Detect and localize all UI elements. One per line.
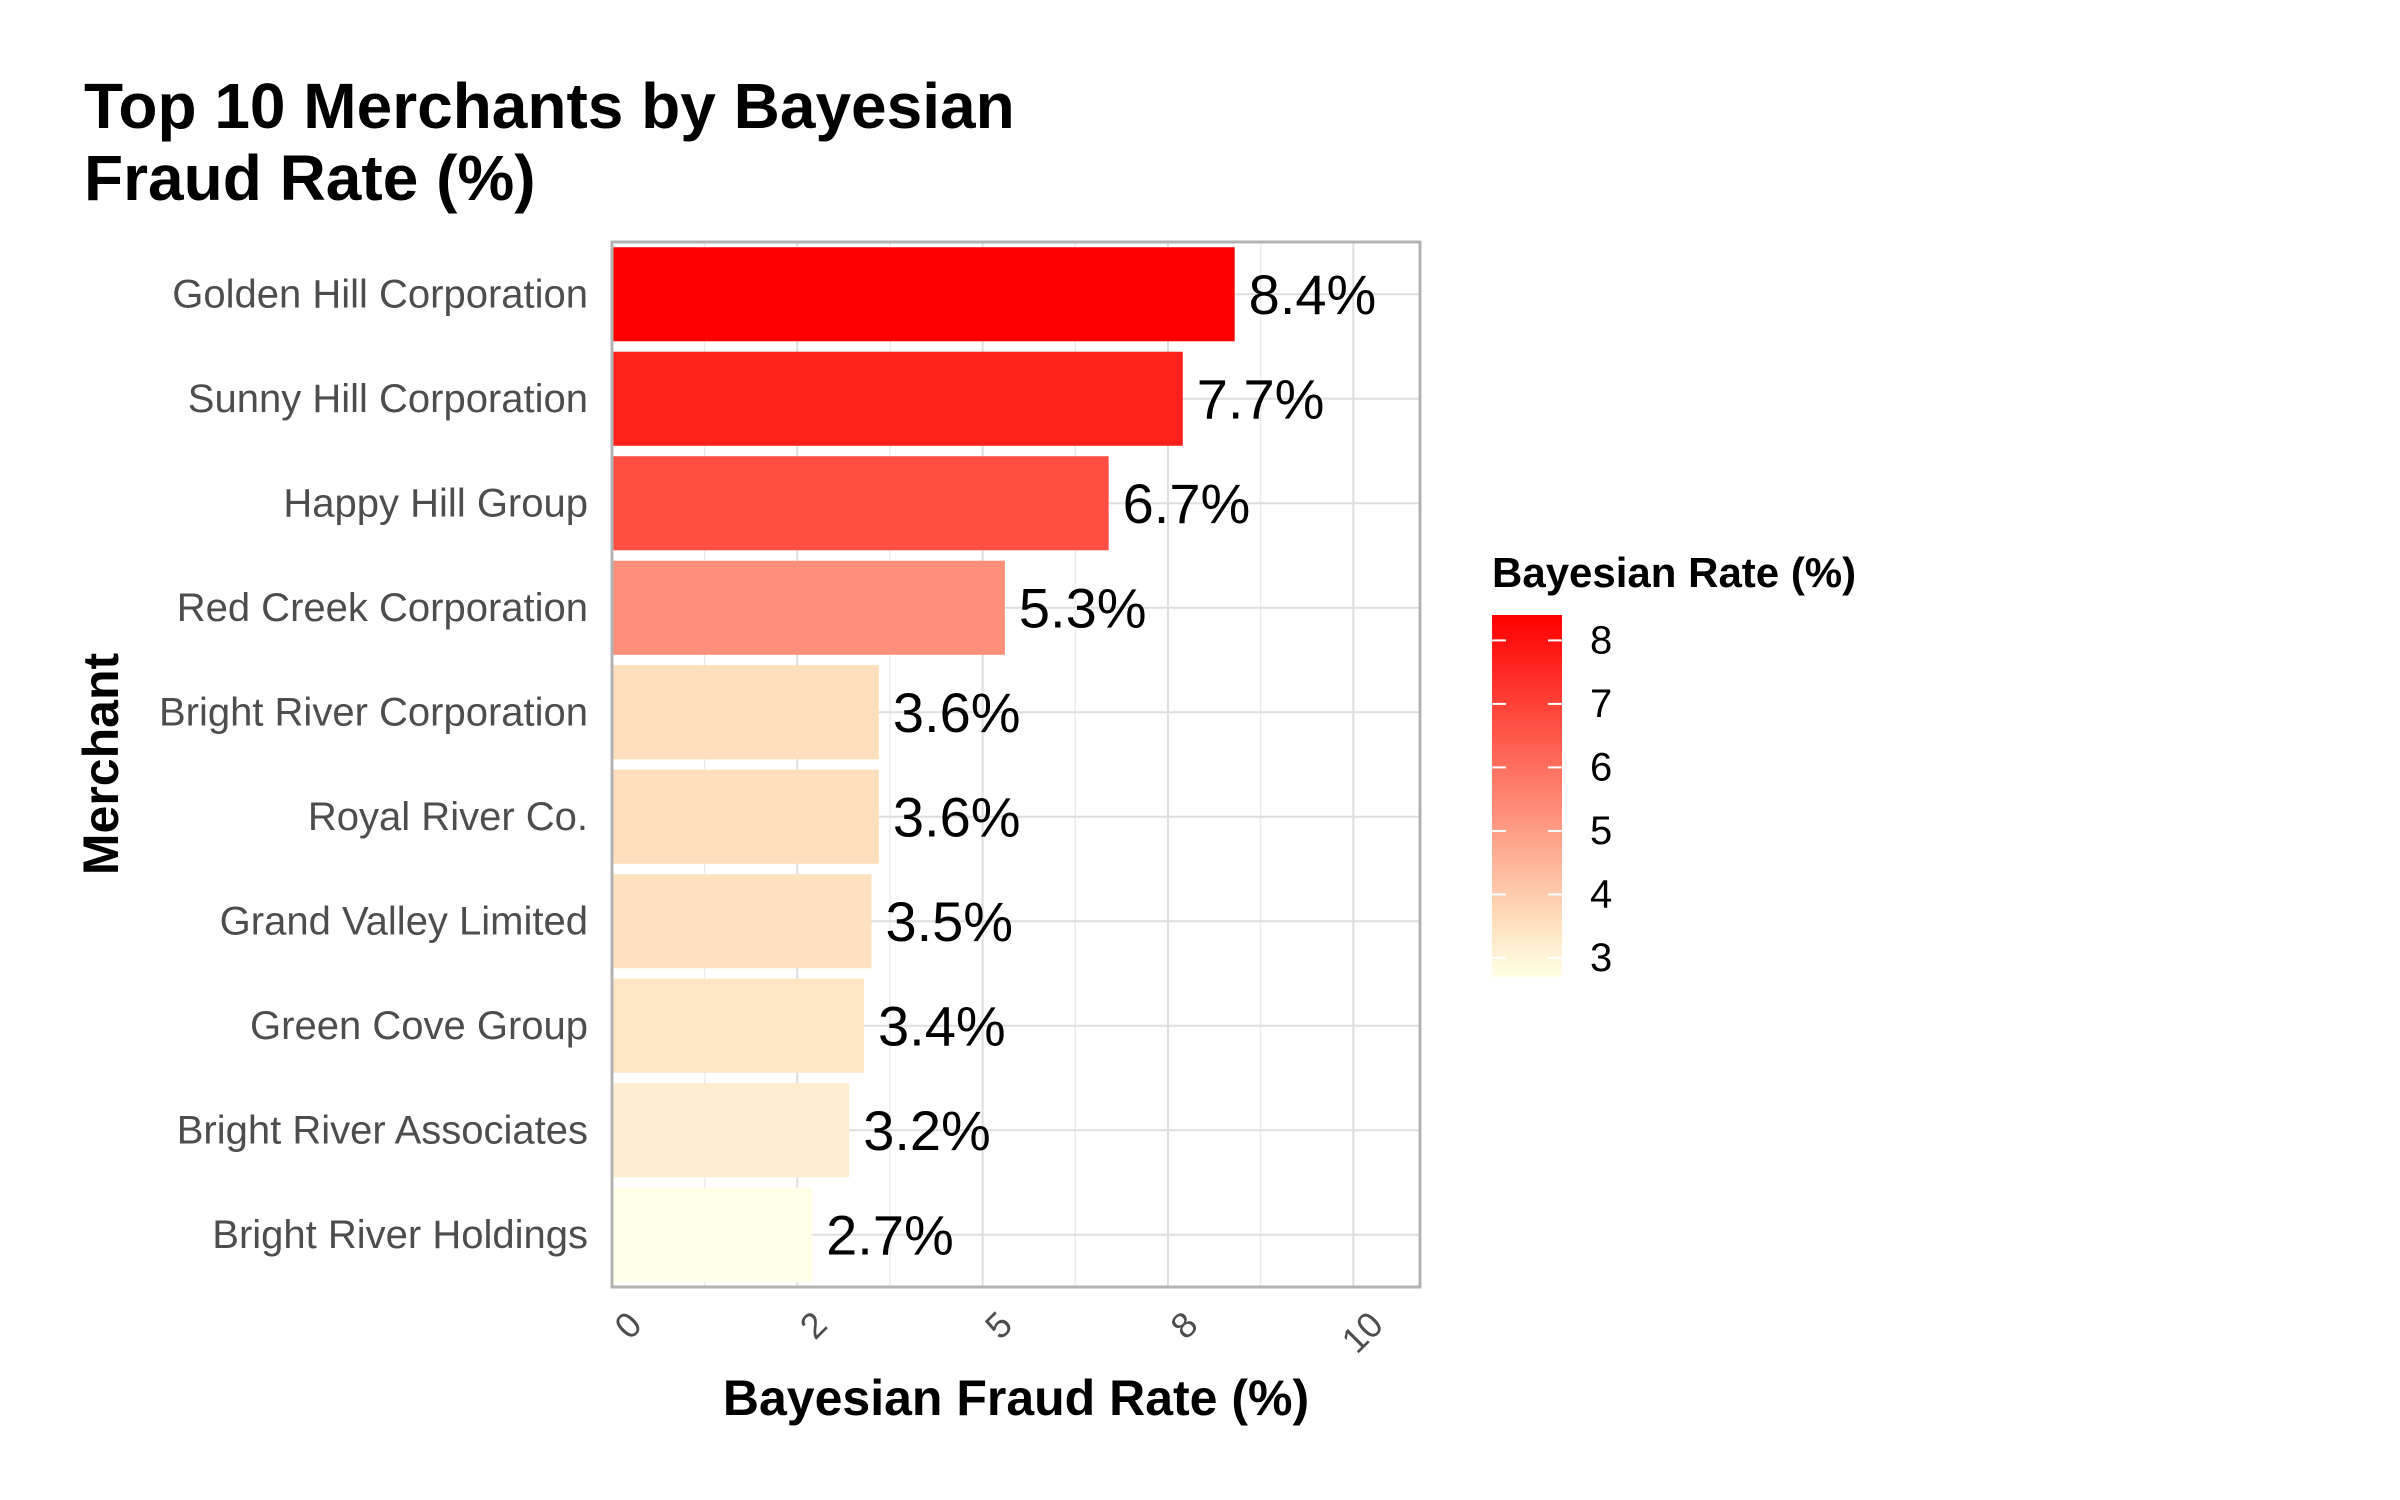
- value-label: 5.3%: [1019, 576, 1147, 639]
- legend-title: Bayesian Rate (%): [1492, 549, 1856, 596]
- category-label: Grand Valley Limited: [220, 899, 588, 943]
- x-tick-label: 0: [606, 1303, 649, 1346]
- category-label: Bright River Holdings: [212, 1213, 588, 1257]
- plot-panel-border: [610, 240, 1422, 1289]
- legend-ticks: 3 4 5 6 7 8: [1492, 618, 1612, 980]
- legend-tick-label: 4: [1590, 872, 1612, 916]
- chart-title-line-1: Top 10 Merchants by Bayesian: [84, 70, 1015, 142]
- value-label: 3.4%: [878, 994, 1006, 1057]
- bars: [612, 247, 1235, 1282]
- legend-tick-label: 7: [1590, 682, 1612, 726]
- x-tick-label: 8: [1162, 1303, 1205, 1346]
- legend-tick-label: 5: [1590, 809, 1612, 853]
- value-label: 7.7%: [1197, 367, 1325, 430]
- x-axis-tick-labels: 0 2 5 8 10: [606, 1303, 1390, 1360]
- legend-tick-label: 6: [1590, 745, 1612, 789]
- bar: [612, 247, 1235, 342]
- legend-colorbar: [1492, 615, 1562, 977]
- legend-tick-label: 8: [1590, 618, 1612, 662]
- x-tick-label: 2: [792, 1303, 835, 1346]
- bar: [612, 456, 1109, 551]
- bar: [612, 560, 1005, 655]
- bar: [612, 769, 879, 864]
- bar: [612, 1083, 850, 1178]
- chart-title-line-2: Fraud Rate (%): [84, 142, 536, 214]
- legend-tick-label: 3: [1590, 936, 1612, 980]
- x-tick-label: 5: [977, 1303, 1020, 1346]
- category-label: Bright River Corporation: [159, 690, 588, 734]
- category-label: Sunny Hill Corporation: [188, 377, 588, 421]
- x-axis-title: Bayesian Fraud Rate (%): [723, 1370, 1309, 1426]
- value-label: 3.6%: [893, 681, 1021, 744]
- value-label: 2.7%: [826, 1203, 954, 1266]
- value-labels: 8.4% 7.7% 6.7% 5.3% 3.6% 3.6% 3.5% 3.4% 3.2% 2.7%: [826, 263, 1376, 1267]
- chart-title: Top 10 Merchants by Bayesian Fraud Rate …: [84, 70, 1015, 214]
- value-label: 3.5%: [885, 890, 1013, 953]
- category-labels: Golden Hill Corporation Sunny Hill Corpor…: [159, 272, 588, 1257]
- category-label: Happy Hill Group: [283, 481, 588, 525]
- value-label: 3.6%: [893, 785, 1021, 848]
- category-label: Red Creek Corporation: [177, 586, 588, 630]
- x-tick-label: 10: [1333, 1303, 1390, 1360]
- value-label: 8.4%: [1249, 263, 1377, 326]
- category-label: Bright River Associates: [177, 1108, 588, 1152]
- y-axis-title: Merchant: [73, 653, 129, 876]
- legend: Bayesian Rate (%) 3 4 5 6 7 8: [1492, 549, 1856, 980]
- category-label: Green Cove Group: [250, 1004, 588, 1048]
- bar: [612, 665, 879, 760]
- bar: [612, 1187, 813, 1282]
- value-label: 6.7%: [1123, 472, 1251, 535]
- bar: [612, 351, 1183, 446]
- category-label: Golden Hill Corporation: [172, 272, 588, 316]
- value-label: 3.2%: [863, 1099, 991, 1162]
- bar: [612, 978, 865, 1073]
- bar: [612, 874, 872, 969]
- category-label: Royal River Co.: [308, 795, 588, 839]
